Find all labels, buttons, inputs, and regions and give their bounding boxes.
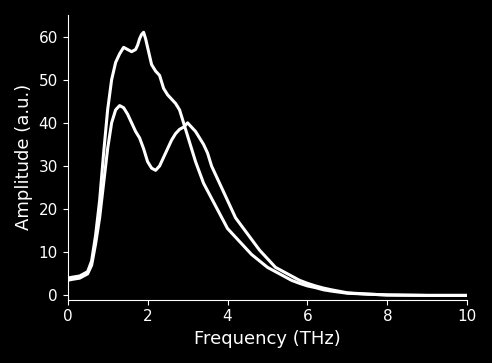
Y-axis label: Amplitude (a.u.): Amplitude (a.u.) (15, 84, 33, 231)
X-axis label: Frequency (THz): Frequency (THz) (194, 330, 341, 348)
